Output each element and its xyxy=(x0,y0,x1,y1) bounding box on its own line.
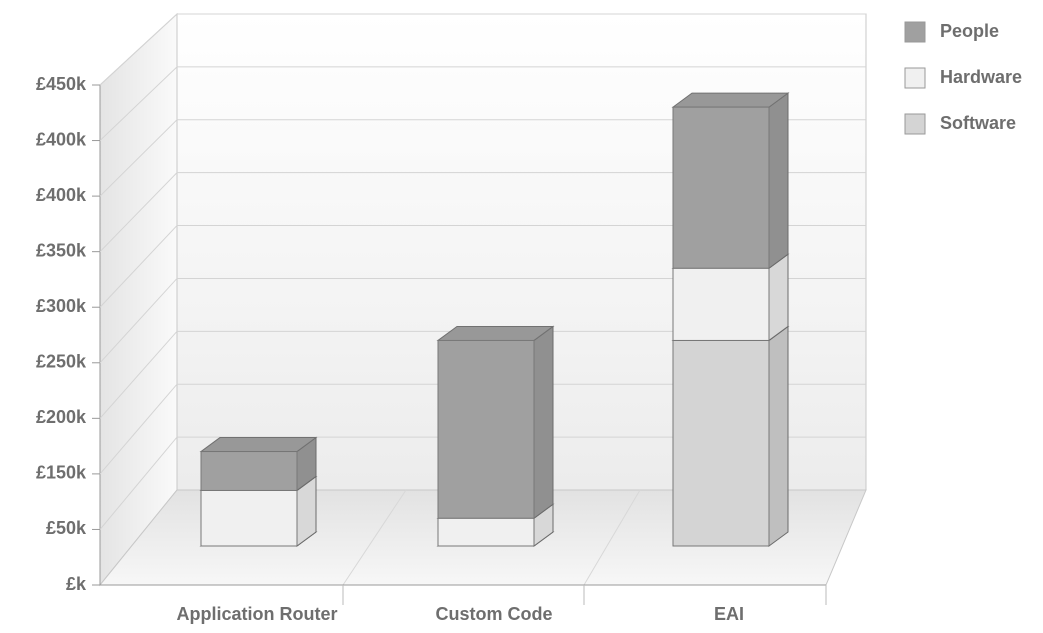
grid-line xyxy=(99,13,866,86)
y-tick-label: £150k xyxy=(36,463,87,483)
grid-line xyxy=(99,119,866,197)
grid-line xyxy=(99,277,866,364)
legend-label: Hardware xyxy=(940,67,1022,87)
legend-swatch xyxy=(904,113,926,135)
legend-label: Software xyxy=(940,113,1016,133)
x-tick-label: Custom Code xyxy=(436,604,553,624)
grid-line xyxy=(99,66,866,141)
y-tick-label: £k xyxy=(66,574,87,594)
y-tick-label: £450k xyxy=(36,74,87,94)
grid-line xyxy=(99,225,866,308)
side-wall xyxy=(99,12,178,587)
y-tick-label: £200k xyxy=(36,407,87,427)
bar-side xyxy=(768,325,789,547)
legend-swatch xyxy=(904,21,926,43)
y-tick-label: £400k xyxy=(36,185,87,205)
legend-swatch xyxy=(904,67,926,89)
x-tick-label: EAI xyxy=(714,604,744,624)
bar xyxy=(200,489,298,547)
grid-line xyxy=(99,330,866,419)
y-tick-label: £250k xyxy=(36,352,87,372)
bar xyxy=(672,339,770,547)
bar-top xyxy=(436,325,555,341)
grid-line xyxy=(99,172,866,253)
bar-side xyxy=(768,92,789,270)
bar xyxy=(672,106,770,269)
floor-divider xyxy=(583,489,641,586)
bar xyxy=(200,451,298,491)
bar-top xyxy=(671,92,790,108)
bar xyxy=(437,339,535,519)
x-tick-label: Application Router xyxy=(177,604,338,624)
grid-line xyxy=(99,383,866,475)
bar-top xyxy=(199,437,318,453)
y-tick-label: £400k xyxy=(36,129,87,149)
floor-divider xyxy=(342,489,407,586)
grid-line xyxy=(99,436,866,530)
bar xyxy=(672,267,770,341)
legend-label: People xyxy=(940,21,999,41)
y-tick-label: £350k xyxy=(36,240,87,260)
bar xyxy=(437,517,535,547)
bar-side xyxy=(533,325,554,520)
y-tick-label: £50k xyxy=(46,518,87,538)
bar-side xyxy=(768,253,789,342)
y-tick-label: £300k xyxy=(36,296,87,316)
